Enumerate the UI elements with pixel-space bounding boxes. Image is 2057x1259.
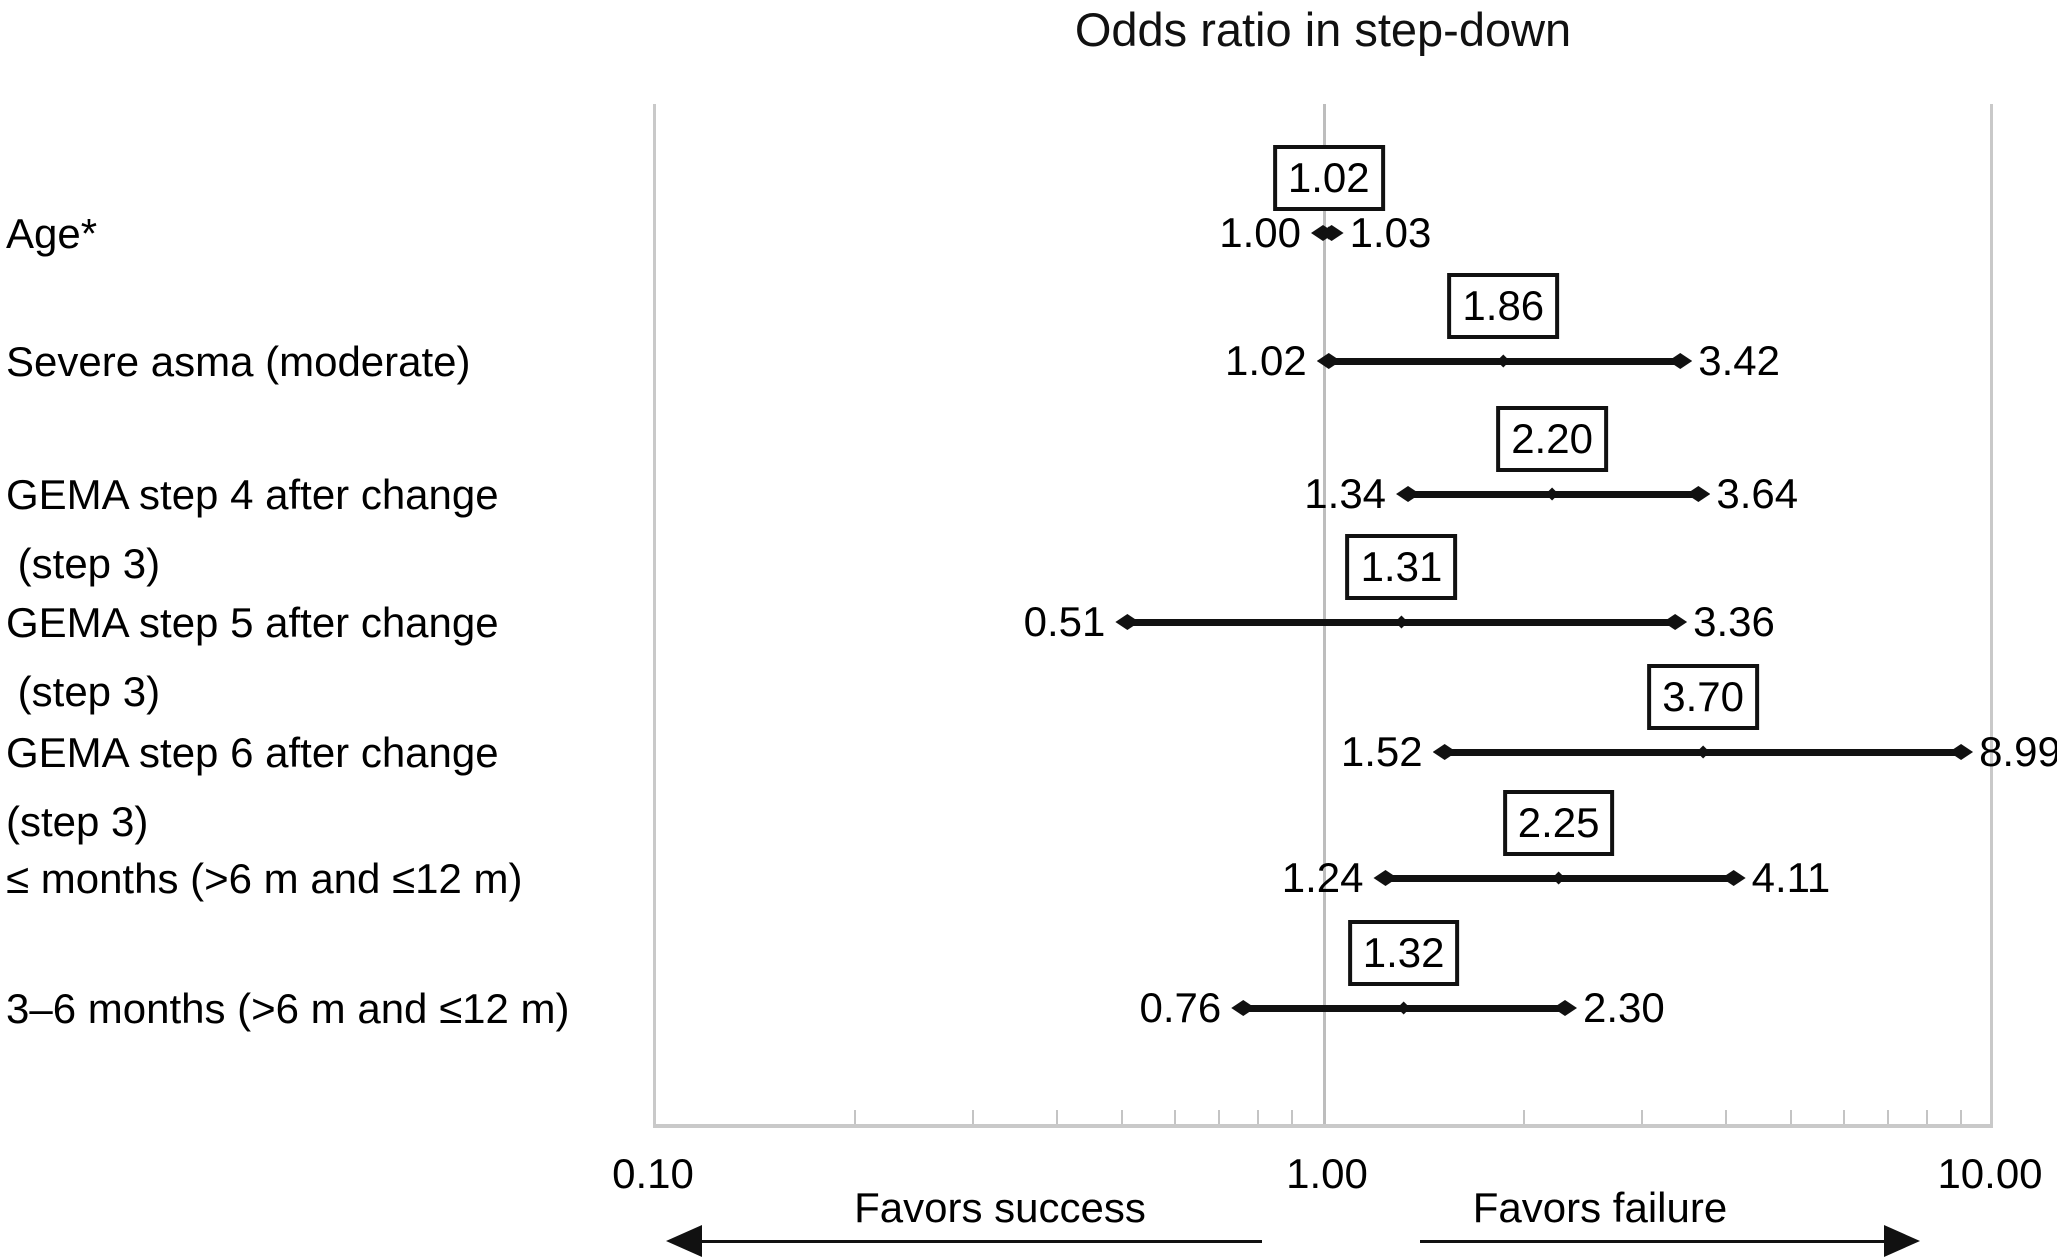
axis-minor-tick bbox=[1257, 1110, 1260, 1124]
or-value-box: 1.31 bbox=[1345, 534, 1458, 600]
ci-high-label: 4.11 bbox=[1751, 854, 1831, 901]
axis-minor-tick bbox=[1055, 1110, 1058, 1124]
axis-minor-tick bbox=[1724, 1110, 1727, 1124]
or-value-box: 1.86 bbox=[1447, 273, 1560, 339]
axis-minor-tick bbox=[1291, 1110, 1294, 1124]
axis-minor-tick bbox=[1789, 1110, 1792, 1124]
chart-title: Odds ratio in step-down bbox=[1074, 3, 1572, 56]
ci-high-marker bbox=[1949, 744, 1974, 760]
axis-minor-tick bbox=[1926, 1110, 1929, 1124]
axis-minor-tick bbox=[1960, 1110, 1963, 1124]
axis-minor-tick bbox=[1218, 1110, 1221, 1124]
or-point-marker bbox=[1394, 615, 1408, 629]
or-value-box: 2.25 bbox=[1502, 790, 1615, 856]
ci-high-label: 8.99 bbox=[1979, 728, 2057, 775]
ci-high-label: 3.42 bbox=[1698, 337, 1780, 384]
favors-failure-arrow-line bbox=[1420, 1240, 1886, 1243]
or-value-box: 3.70 bbox=[1647, 664, 1759, 730]
ci-low-label: 0.76 bbox=[1139, 984, 1222, 1031]
or-point-marker bbox=[1545, 487, 1559, 501]
ci-low-label: 0.51 bbox=[1023, 598, 1106, 645]
favors-failure-label: Favors failure bbox=[1472, 1184, 1728, 1231]
ci-high-label: 3.64 bbox=[1716, 470, 1799, 517]
favors-success-label: Favors success bbox=[854, 1184, 1146, 1231]
ci-high-marker bbox=[1552, 1000, 1577, 1016]
row-label: GEMA step 4 after change (step 3) bbox=[6, 471, 499, 587]
ci-low-marker bbox=[1432, 744, 1457, 760]
row-label: Age* bbox=[6, 210, 98, 257]
ci-high-label: 3.36 bbox=[1693, 598, 1775, 645]
axis-minor-tick bbox=[1641, 1110, 1644, 1124]
ci-low-marker bbox=[1231, 1000, 1256, 1016]
ci-low-marker bbox=[1316, 353, 1341, 369]
row-label: GEMA step 5 after change (step 3) bbox=[6, 599, 499, 715]
ci-low-marker bbox=[1115, 614, 1140, 630]
or-point-marker bbox=[1696, 745, 1710, 759]
or-value-box: 1.32 bbox=[1347, 920, 1460, 986]
ci-high-marker bbox=[1663, 614, 1688, 630]
ci-low-marker bbox=[1396, 486, 1421, 502]
row-label: 3–6 months (>6 m and ≤12 m) bbox=[6, 985, 570, 1032]
x-axis-label-min: 0.10 bbox=[612, 1150, 694, 1197]
axis-minor-tick bbox=[854, 1110, 857, 1124]
or-point-marker bbox=[1322, 226, 1336, 240]
ci-high-marker bbox=[1721, 870, 1746, 886]
axis-minor-tick bbox=[972, 1110, 975, 1124]
ci-low-label: 1.34 bbox=[1304, 470, 1387, 517]
or-value-box: 2.20 bbox=[1496, 406, 1608, 472]
row-label: GEMA step 6 after change (step 3) bbox=[6, 729, 499, 845]
axis-minor-tick bbox=[1887, 1110, 1890, 1124]
x-axis-label-mid: 1.00 bbox=[1286, 1150, 1368, 1197]
ci-low-label: 1.52 bbox=[1340, 728, 1423, 775]
favors-success-arrow-line bbox=[698, 1240, 1262, 1243]
x-axis-label-max: 10.00 bbox=[1937, 1150, 2043, 1197]
ci-low-label: 1.24 bbox=[1281, 854, 1364, 901]
or-point-marker bbox=[1496, 354, 1510, 368]
or-point-marker bbox=[1397, 1001, 1411, 1015]
row-label: ≤ months (>6 m and ≤12 m) bbox=[6, 855, 523, 902]
axis-minor-tick bbox=[1173, 1110, 1176, 1124]
row-label: Severe asma (moderate) bbox=[6, 338, 471, 385]
favors-success-arrowhead-icon bbox=[666, 1225, 702, 1257]
ci-low-marker bbox=[1373, 870, 1398, 886]
or-value-box: 1.02 bbox=[1272, 145, 1385, 211]
ci-low-label: 1.00 bbox=[1219, 209, 1301, 256]
or-point-marker bbox=[1552, 871, 1566, 885]
plot-area bbox=[653, 104, 1993, 1128]
ci-high-marker bbox=[1686, 486, 1711, 502]
reference-line-1 bbox=[1323, 104, 1326, 1124]
axis-minor-tick bbox=[1120, 1110, 1123, 1124]
favors-failure-arrowhead-icon bbox=[1884, 1225, 1920, 1257]
axis-minor-tick bbox=[1523, 1110, 1526, 1124]
ci-low-label: 1.02 bbox=[1225, 337, 1307, 384]
axis-minor-tick bbox=[1842, 1110, 1845, 1124]
ci-high-marker bbox=[1668, 353, 1693, 369]
ci-high-label: 1.03 bbox=[1349, 209, 1432, 256]
ci-high-label: 2.30 bbox=[1582, 984, 1665, 1031]
